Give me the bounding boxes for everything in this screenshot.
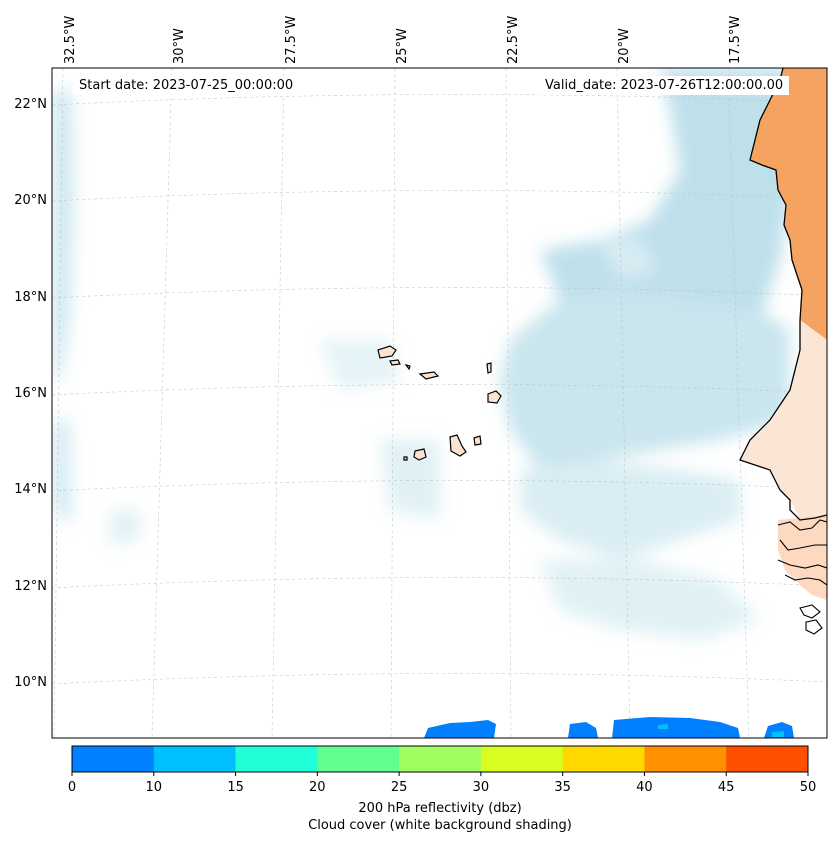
lat-label: 10°N xyxy=(14,675,47,690)
colorbar-tick: 25 xyxy=(390,780,408,795)
colorbar-segment xyxy=(317,746,400,772)
lat-label: 14°N xyxy=(14,482,47,497)
colorbar-label: 200 hPa reflectivity (dbz) xyxy=(358,801,522,816)
colorbar-tick: 10 xyxy=(145,780,163,795)
lon-label: 32.5°W xyxy=(63,15,78,64)
colorbar-tick: 20 xyxy=(309,780,326,795)
coastline xyxy=(739,68,827,521)
land-senegal xyxy=(740,320,827,520)
colorbar-tick: 0 xyxy=(67,780,77,795)
lat-label: 20°N xyxy=(14,193,47,208)
reflectivity-cells xyxy=(424,717,794,738)
colorbar xyxy=(71,745,809,776)
lat-label: 12°N xyxy=(14,579,47,594)
start-date-label: Start date: 2023-07-25_00:00:00 xyxy=(73,76,300,95)
colorbar-segment xyxy=(726,746,809,772)
lat-label: 16°N xyxy=(14,386,47,401)
colorbar-tick: 45 xyxy=(717,780,735,795)
colorbar-frame xyxy=(71,745,809,773)
coastline-guinea xyxy=(777,519,827,635)
colorbar-tick: 35 xyxy=(554,780,571,795)
lon-label: 30°W xyxy=(172,28,187,64)
colorbar-tick: 30 xyxy=(472,780,490,795)
lat-label: 18°N xyxy=(14,290,47,305)
valid-date-label: Valid_date: 2023-07-26T12:00:00.00 xyxy=(539,76,790,95)
colorbar-segment xyxy=(399,746,482,772)
lon-label: 17.5°W xyxy=(728,15,743,64)
graticule xyxy=(52,68,827,738)
colorbar-segment xyxy=(72,746,155,772)
map-frame xyxy=(51,67,828,739)
lon-label: 25°W xyxy=(395,28,410,64)
colorbar-tick: 15 xyxy=(227,780,244,795)
colorbar-segment xyxy=(235,746,318,772)
colorbar-segment xyxy=(480,746,564,772)
colorbar-segment xyxy=(153,746,237,772)
colorbar-segment xyxy=(562,746,645,772)
lon-label: 20°W xyxy=(617,28,632,64)
lat-label: 22°N xyxy=(14,97,47,112)
colorbar-segment xyxy=(644,746,727,772)
colorbar-sublabel: Cloud cover (white background shading) xyxy=(308,818,572,833)
lon-label: 22.5°W xyxy=(506,15,521,64)
land-mauritania xyxy=(750,68,827,340)
lon-label: 27.5°W xyxy=(284,15,299,64)
colorbar-tick: 40 xyxy=(636,780,653,795)
cape-verde-islands xyxy=(377,345,502,461)
colorbar-tick: 50 xyxy=(799,780,817,795)
